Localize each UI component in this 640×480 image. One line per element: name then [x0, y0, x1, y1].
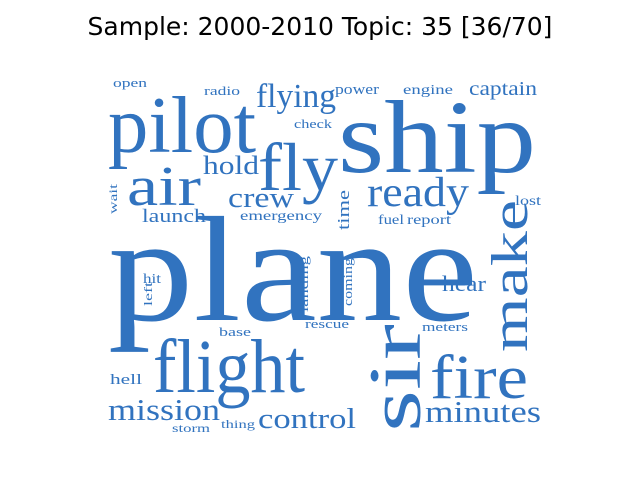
- word-lost: lost: [515, 194, 541, 209]
- word-left: left: [141, 281, 155, 306]
- word-rescue: rescue: [305, 316, 349, 331]
- word-plane: plane: [108, 187, 478, 353]
- word-landing: landing: [296, 255, 311, 312]
- word-flight: flight: [153, 325, 305, 409]
- word-ship: ship: [338, 80, 536, 195]
- word-engine: engine: [403, 83, 453, 98]
- word-thing: thing: [221, 417, 255, 431]
- word-coming: coming: [340, 257, 355, 306]
- word-emergency: emergency: [240, 209, 322, 224]
- word-storm: storm: [172, 421, 211, 435]
- word-make: make: [482, 200, 539, 352]
- word-report: report: [407, 213, 451, 228]
- word-fuel: fuel: [378, 213, 404, 228]
- word-ready: ready: [367, 170, 469, 216]
- word-base: base: [219, 324, 251, 339]
- word-fly: fly: [258, 129, 338, 205]
- word-fire: fire: [430, 344, 528, 412]
- word-control: control: [258, 404, 356, 435]
- word-hell: hell: [110, 372, 142, 388]
- word-captain: captain: [469, 78, 537, 100]
- word-meters: meters: [422, 319, 468, 334]
- word-crew: crew: [228, 183, 295, 214]
- word-hit: hit: [143, 272, 161, 287]
- word-hear: hear: [442, 271, 487, 296]
- word-power: power: [335, 82, 379, 98]
- word-wait: wait: [106, 183, 120, 214]
- word-launch: launch: [142, 206, 207, 227]
- word-flying: flying: [256, 78, 336, 115]
- word-open: open: [113, 75, 148, 90]
- page-title: Sample: 2000-2010 Topic: 35 [36/70]: [87, 12, 553, 41]
- word-hold: hold: [203, 151, 259, 180]
- word-pilot: pilot: [108, 82, 256, 170]
- word-air: air: [127, 156, 201, 218]
- word-sir: sir: [355, 324, 437, 432]
- word-check: check: [294, 116, 333, 131]
- word-radio: radio: [204, 83, 240, 98]
- word-minutes: minutes: [425, 394, 541, 429]
- word-time: time: [334, 190, 353, 230]
- word-mission: mission: [108, 392, 221, 427]
